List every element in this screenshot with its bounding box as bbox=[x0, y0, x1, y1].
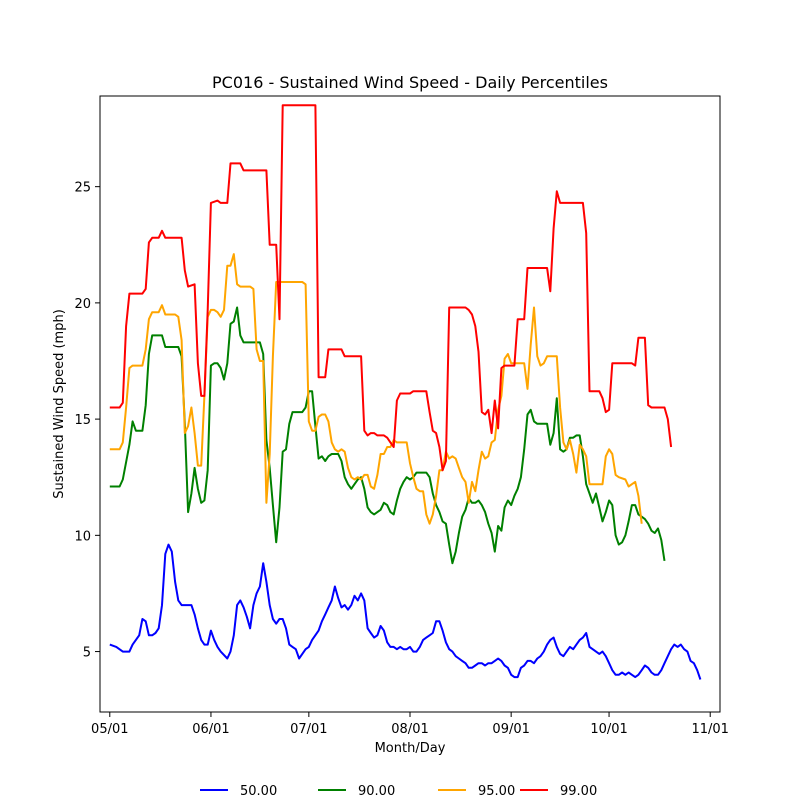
y-tick-label: 15 bbox=[74, 413, 91, 428]
legend-label-1: 90.00 bbox=[358, 784, 395, 799]
series-line-1 bbox=[109, 306, 666, 565]
plot-frame bbox=[99, 95, 721, 713]
legend-label-3: 99.00 bbox=[560, 784, 597, 799]
legend-label-0: 50.00 bbox=[240, 784, 277, 799]
x-tick-label: 09/01 bbox=[492, 722, 529, 737]
series-line-0 bbox=[109, 543, 702, 680]
series-line-2 bbox=[109, 253, 643, 525]
y-tick-label: 25 bbox=[74, 181, 91, 196]
series-layer bbox=[109, 104, 702, 680]
x-axis-label: Month/Day bbox=[375, 741, 446, 756]
y-tick-label: 20 bbox=[74, 297, 91, 312]
chart-title: PC016 - Sustained Wind Speed - Daily Per… bbox=[212, 73, 608, 92]
legend-label-2: 95.00 bbox=[478, 784, 515, 799]
y-axis-ticks: 5 10 15 20 25 bbox=[74, 181, 100, 661]
x-tick-label: 05/01 bbox=[91, 722, 128, 737]
x-tick-label: 06/01 bbox=[192, 722, 229, 737]
x-tick-label: 08/01 bbox=[391, 722, 428, 737]
x-tick-label: 11/01 bbox=[691, 722, 728, 737]
x-axis-ticks: 05/01 06/01 07/01 08/01 09/01 10/01 11/01 bbox=[91, 712, 729, 737]
series-line-3 bbox=[109, 104, 673, 472]
y-tick-label: 5 bbox=[83, 646, 91, 661]
x-tick-label: 10/01 bbox=[590, 722, 627, 737]
y-axis-label: Sustained Wind Speed (mph) bbox=[52, 309, 67, 499]
x-tick-label: 07/01 bbox=[290, 722, 327, 737]
legend: 50.00 90.00 95.00 99.00 bbox=[200, 784, 597, 799]
y-tick-label: 10 bbox=[74, 529, 91, 544]
